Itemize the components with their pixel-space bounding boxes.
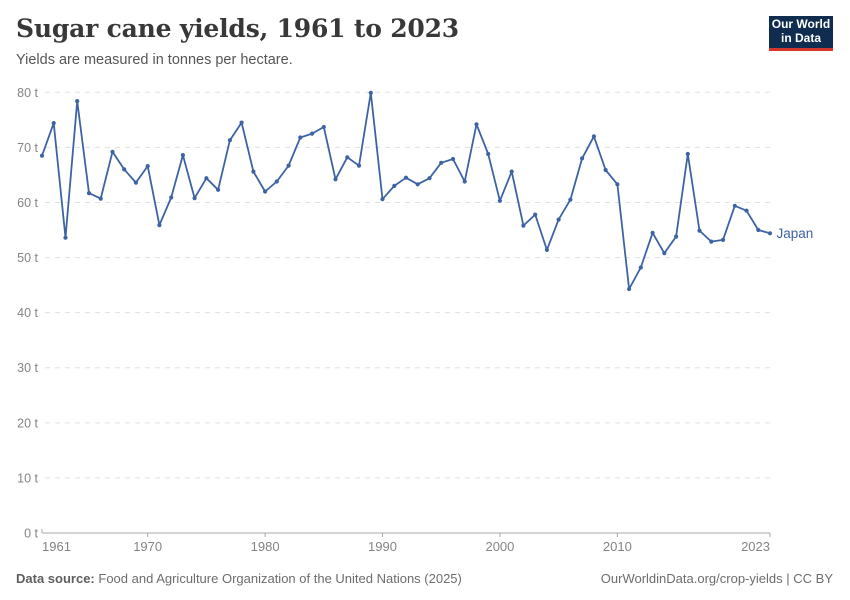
- owid-logo[interactable]: Our World in Data: [769, 16, 833, 51]
- data-point[interactable]: [509, 169, 514, 174]
- series-line-japan[interactable]: [41, 92, 771, 290]
- x-axis-tick-label: 1980: [251, 539, 280, 554]
- data-point[interactable]: [580, 156, 585, 161]
- data-point[interactable]: [732, 203, 737, 208]
- data-point[interactable]: [321, 124, 326, 130]
- x-axis-tick-label: 2000: [485, 539, 514, 554]
- data-point[interactable]: [51, 121, 56, 126]
- data-point[interactable]: [204, 176, 209, 181]
- y-axis-tick-label: 20 t: [17, 416, 38, 430]
- owid-logo-line2: in Data: [780, 31, 821, 45]
- data-point[interactable]: [709, 239, 714, 244]
- data-point[interactable]: [627, 286, 632, 292]
- data-source-value: Food and Agriculture Organization of the…: [98, 570, 462, 586]
- x-axis-tick-label: 2023: [741, 539, 770, 554]
- data-point[interactable]: [767, 231, 773, 236]
- data-point[interactable]: [556, 217, 561, 222]
- data-point[interactable]: [310, 131, 315, 136]
- data-point[interactable]: [180, 153, 185, 158]
- data-point[interactable]: [615, 182, 620, 187]
- data-point[interactable]: [415, 182, 420, 187]
- data-point[interactable]: [298, 135, 303, 140]
- x-axis-tick-label: 1961: [42, 539, 71, 554]
- data-point[interactable]: [368, 90, 373, 95]
- y-axis-tick-label: 70 t: [17, 141, 38, 155]
- data-point[interactable]: [63, 235, 68, 240]
- data-point[interactable]: [286, 163, 291, 168]
- data-point[interactable]: [650, 230, 655, 235]
- data-point[interactable]: [122, 167, 127, 172]
- data-point[interactable]: [157, 223, 162, 228]
- data-point[interactable]: [674, 234, 679, 239]
- y-axis-tick-label: 10 t: [17, 471, 38, 485]
- x-axis-tick-label: 1990: [368, 539, 397, 554]
- data-point[interactable]: [380, 197, 385, 202]
- chart-footer: Data source: Food and Agriculture Organi…: [0, 566, 850, 590]
- data-point[interactable]: [356, 163, 362, 168]
- data-point[interactable]: [662, 251, 667, 256]
- owid-logo-line1: Our World: [771, 17, 831, 32]
- y-axis-tick-label: 30 t: [17, 361, 38, 375]
- line-chart: 0 t 10 t 20 t 30 t 40 t 50 t 60 t 70 t 80 t 1961 1…: [17, 86, 814, 554]
- y-axis-tick-label: 80 t: [17, 86, 38, 100]
- data-point[interactable]: [462, 179, 467, 184]
- data-point[interactable]: [533, 212, 538, 217]
- data-point[interactable]: [544, 247, 550, 252]
- page-title: Sugar cane yields, 1961 to 2023: [16, 14, 459, 43]
- data-source-note: Data source: Food and Agriculture Organi…: [16, 571, 462, 586]
- data-point[interactable]: [744, 208, 749, 213]
- data-point[interactable]: [638, 265, 643, 270]
- data-point[interactable]: [486, 151, 491, 157]
- y-axis-tick-label: 60 t: [17, 196, 38, 210]
- data-point[interactable]: [227, 138, 232, 143]
- data-point[interactable]: [439, 160, 444, 165]
- y-axis-tick-label: 50 t: [17, 251, 38, 265]
- data-point[interactable]: [568, 197, 573, 202]
- page-subtitle: Yields are measured in tonnes per hectar…: [16, 52, 293, 68]
- data-point[interactable]: [720, 237, 726, 242]
- data-point[interactable]: [274, 179, 279, 184]
- data-point[interactable]: [450, 156, 456, 162]
- data-point[interactable]: [474, 122, 479, 127]
- data-point[interactable]: [145, 164, 150, 169]
- footer-separator: |: [786, 570, 790, 586]
- footer-link[interactable]: OurWorldinData.org/crop-yields: [600, 570, 783, 586]
- data-point[interactable]: [427, 176, 432, 181]
- footer-citation: OurWorldinData.org/crop-yields | CC BY: [601, 571, 833, 586]
- footer-license[interactable]: CC BY: [793, 570, 833, 586]
- y-axis-tick-label: 0 t: [24, 527, 38, 541]
- data-point[interactable]: [86, 191, 92, 196]
- data-point[interactable]: [263, 189, 268, 194]
- data-point[interactable]: [133, 180, 138, 185]
- data-point[interactable]: [216, 187, 221, 192]
- x-axis-tick-label: 1970: [133, 539, 162, 554]
- data-point[interactable]: [697, 228, 702, 233]
- data-point[interactable]: [403, 175, 409, 180]
- data-point[interactable]: [75, 99, 80, 104]
- data-point[interactable]: [239, 120, 244, 125]
- x-axis-tick-label: 2010: [603, 539, 632, 554]
- data-point[interactable]: [98, 196, 103, 201]
- data-point[interactable]: [497, 198, 502, 203]
- data-point[interactable]: [192, 196, 197, 201]
- y-axis-tick-label: 40 t: [17, 306, 38, 320]
- data-point[interactable]: [345, 155, 350, 160]
- data-point[interactable]: [333, 177, 338, 182]
- data-point[interactable]: [392, 183, 397, 188]
- data-source-label: Data source:: [16, 570, 95, 586]
- series-end-label[interactable]: Japan: [777, 226, 814, 241]
- data-point[interactable]: [169, 195, 174, 200]
- data-point[interactable]: [110, 149, 115, 154]
- data-point[interactable]: [685, 151, 690, 157]
- data-point[interactable]: [591, 134, 597, 139]
- data-point[interactable]: [756, 227, 761, 233]
- data-point[interactable]: [251, 169, 256, 174]
- data-point[interactable]: [521, 223, 526, 228]
- data-point[interactable]: [39, 153, 45, 158]
- data-point[interactable]: [603, 167, 608, 173]
